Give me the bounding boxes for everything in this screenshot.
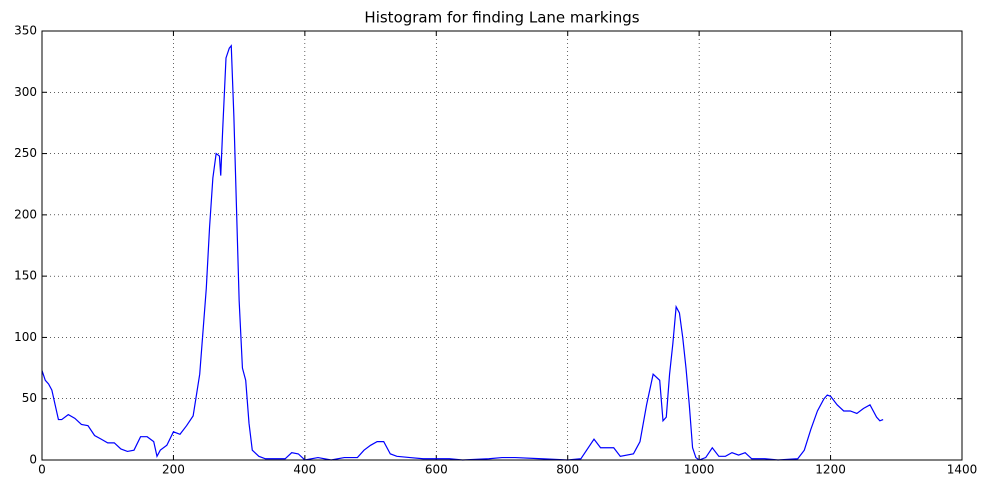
x-tick-label: 1000 [684,463,715,477]
plot-frame [41,30,963,461]
y-tick-label: 350 [14,24,37,38]
x-tick-label: 1400 [947,463,978,477]
x-tick-label: 200 [162,463,185,477]
y-tick-label: 100 [14,330,37,344]
x-tick-label: 600 [425,463,448,477]
y-tick-label: 200 [14,207,37,221]
y-tick-label: 0 [29,453,37,467]
data-line [41,44,884,461]
x-tick-label: 800 [556,463,579,477]
chart-title: Histogram for finding Lane markings [364,9,639,27]
y-tick-label: 50 [22,391,37,405]
y-tick-label: 250 [14,146,37,160]
y-tick-label: 300 [14,85,37,99]
x-tick-label: 400 [293,463,316,477]
x-tick-label: 0 [38,463,46,477]
x-tick-label: 1200 [815,463,846,477]
y-tick-label: 150 [14,269,37,283]
